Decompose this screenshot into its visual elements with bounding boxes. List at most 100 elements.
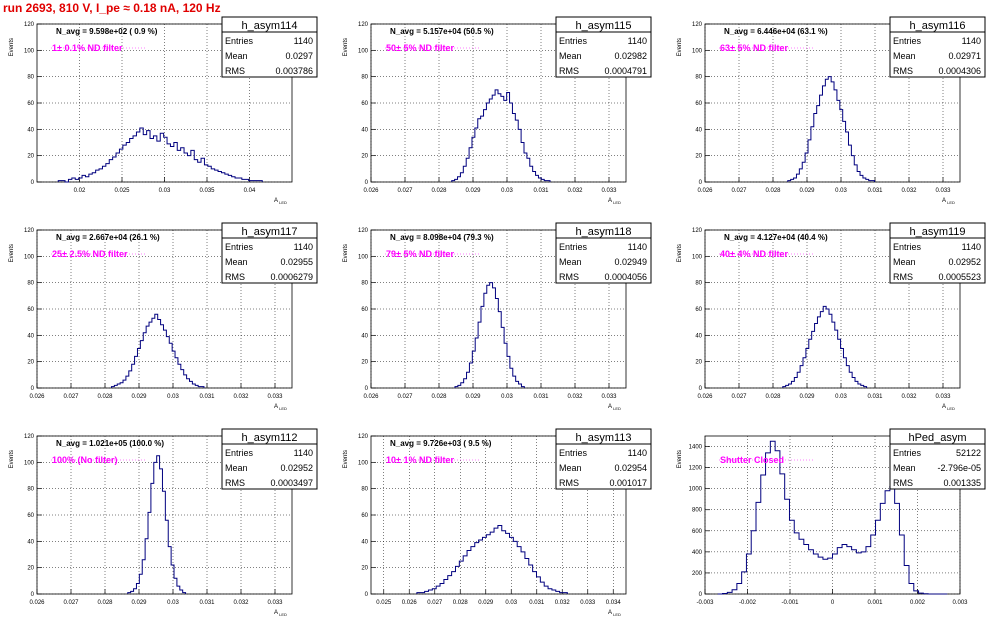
stats-value: 0.02952 [948, 257, 981, 267]
y-tick-label: 0 [31, 386, 35, 392]
y-tick-label: 100 [24, 460, 35, 466]
y-tick-label: 20 [27, 360, 34, 366]
x-tick-label: 0.03 [167, 394, 179, 400]
y-tick-label: 60 [27, 307, 34, 313]
y-tick-label: 0 [365, 180, 369, 186]
navg-label: N_avg = 2.667e+04 (26.1 %) [56, 233, 160, 242]
x-tick-label: 0.032 [233, 394, 249, 400]
y-tick-label: 20 [27, 566, 34, 572]
y-tick-label: 20 [361, 566, 368, 572]
y-tick-label: 0 [365, 386, 369, 392]
run-title: run 2693, 810 V, I_pe ≈ 0.18 nA, 120 Hz [3, 1, 221, 15]
histogram-name: h_asym114 [241, 20, 297, 32]
histogram-line [110, 313, 205, 388]
x-tick-label: 0.026 [29, 394, 45, 400]
stats-box [221, 428, 318, 490]
x-tick-label: 0.031 [533, 394, 549, 400]
histogram-pad-h_asym113: 0.025 0.026 0.027 0.028 0.029 0.03 0.031 0.032 0… [343, 428, 652, 617]
x-tick-label: 0.027 [63, 600, 79, 606]
histogram-pad-h_asym116: 0.026 0.027 0.028 0.029 0.03 0.031 0.032 0.033 0… [677, 16, 986, 205]
y-tick-label: 60 [361, 101, 368, 107]
filter-label: 63± 5% ND filter [720, 43, 788, 53]
x-tick-label: 0.027 [731, 188, 747, 194]
stats-key: Entries [225, 36, 254, 46]
x-tick-label: -0.002 [739, 600, 757, 606]
stats-key: RMS [559, 66, 579, 76]
y-tick-label: 60 [27, 101, 34, 107]
y-tick-label: 100 [24, 48, 35, 54]
navg-label: N_avg = 8.098e+04 (79.3 %) [390, 233, 494, 242]
y-tick-label: 0 [365, 592, 369, 598]
stats-value: 1140 [628, 36, 647, 46]
x-tick-label: 0.032 [901, 394, 917, 400]
stats-key: RMS [225, 272, 245, 282]
y-tick-label: 600 [692, 529, 703, 535]
x-tick-label: 0.027 [397, 394, 413, 400]
y-tick-label: 1200 [689, 466, 703, 472]
x-tick-label: 0.029 [799, 188, 815, 194]
y-tick-label: 40 [27, 127, 34, 133]
stats-key: Mean [559, 463, 582, 473]
stats-key: Entries [225, 448, 254, 458]
y-tick-label: 40 [361, 539, 368, 545]
y-axis-label: Events [9, 450, 15, 468]
x-tick-label: 0.027 [397, 188, 413, 194]
x-axis-label: A LED [942, 198, 955, 205]
histogram-pad-h_asym117: 0.026 0.027 0.028 0.029 0.03 0.031 0.032 0.033 0… [9, 222, 318, 411]
y-tick-label: 120 [358, 434, 369, 440]
y-axis-label: Events [343, 450, 349, 468]
x-tick-label: 0.027 [427, 600, 443, 606]
stats-value: 0.001335 [943, 478, 981, 488]
y-tick-label: 20 [27, 154, 34, 160]
stats-key: RMS [225, 66, 245, 76]
y-tick-label: 40 [695, 333, 702, 339]
stats-value: 0.02955 [280, 257, 313, 267]
y-axis-label: Events [9, 38, 15, 56]
y-tick-label: 120 [358, 228, 369, 234]
y-tick-label: 20 [695, 154, 702, 160]
x-tick-label: 0.027 [63, 394, 79, 400]
x-tick-label: 0.001 [867, 600, 883, 606]
x-tick-label: 0.028 [765, 188, 781, 194]
filter-label: 1± 0.1% ND filter [52, 43, 123, 53]
y-tick-label: 100 [358, 254, 369, 260]
y-axis-label: Events [677, 450, 683, 468]
x-tick-label: 0.025 [376, 600, 392, 606]
y-tick-label: 20 [361, 360, 368, 366]
x-tick-label: 0.032 [233, 600, 249, 606]
stats-value: 0.02982 [614, 51, 647, 61]
stats-key: Entries [559, 36, 588, 46]
x-tick-label: 0.029 [131, 600, 147, 606]
stats-value: 0.02971 [948, 51, 981, 61]
y-tick-label: 80 [361, 75, 368, 81]
histogram-name: hPed_asym [908, 432, 966, 444]
histogram-pad-h_asym119: 0.026 0.027 0.028 0.029 0.03 0.031 0.032 0.033 0… [677, 222, 986, 411]
stats-value: 1140 [294, 242, 313, 252]
stats-value: -2.796e-05 [937, 463, 981, 473]
y-tick-label: 80 [695, 75, 702, 81]
stats-key: Entries [225, 242, 254, 252]
x-tick-label: 0.03 [159, 188, 171, 194]
y-tick-label: 400 [692, 550, 703, 556]
y-tick-label: 0 [699, 180, 703, 186]
histogram-pad-h_asym118: 0.026 0.027 0.028 0.029 0.03 0.031 0.032 0.033 0… [343, 222, 652, 411]
histogram-line [451, 89, 551, 182]
histogram-line [787, 76, 875, 182]
y-tick-label: 80 [361, 487, 368, 493]
navg-label: N_avg = 4.127e+04 (40.4 %) [724, 233, 828, 242]
stats-key: Entries [559, 242, 588, 252]
x-tick-label: 0.028 [431, 188, 447, 194]
navg-label: N_avg = 9.726e+03 ( 9.5 %) [390, 439, 492, 448]
y-tick-label: 100 [358, 48, 369, 54]
filter-label: 25± 2.5% ND filter [52, 249, 128, 259]
x-tick-label: 0.031 [199, 394, 215, 400]
y-tick-label: 0 [31, 180, 35, 186]
histogram-pad-h_asym115: 0.026 0.027 0.028 0.029 0.03 0.031 0.032 0.033 0… [343, 16, 652, 205]
stats-key: RMS [893, 478, 913, 488]
stats-box [555, 428, 652, 490]
stats-value: 0.001017 [609, 478, 647, 488]
x-tick-label: 0.03 [167, 600, 179, 606]
y-axis-label: Events [343, 38, 349, 56]
histogram-line [57, 127, 263, 183]
x-tick-label: 0.028 [453, 600, 469, 606]
